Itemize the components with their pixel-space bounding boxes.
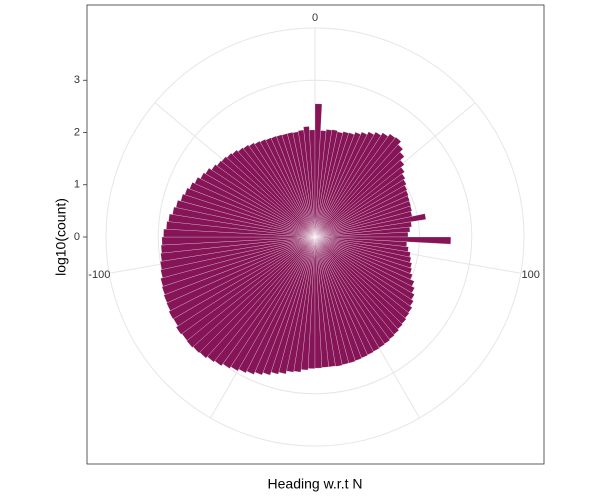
bar — [314, 195, 410, 238]
bar — [314, 159, 405, 238]
bar — [194, 176, 316, 238]
bar — [243, 144, 316, 238]
x-tick-label: 100 — [521, 269, 539, 281]
bar — [314, 173, 406, 238]
bar — [221, 156, 316, 238]
bar — [160, 236, 316, 254]
bar — [314, 136, 402, 238]
bar — [161, 236, 316, 246]
bar — [254, 140, 316, 238]
y-tick-label: 1 — [74, 179, 80, 191]
bar — [248, 142, 316, 238]
bar — [314, 226, 411, 238]
bar — [160, 236, 316, 279]
bar — [314, 200, 412, 238]
bar — [186, 236, 316, 348]
bar — [237, 147, 316, 238]
bar — [314, 205, 413, 238]
x-axis-title: Heading w.r.t N — [268, 476, 363, 492]
bar — [205, 167, 316, 238]
bar — [189, 182, 316, 238]
x-tick-label: 0 — [312, 12, 318, 24]
bar — [166, 236, 316, 312]
bar — [314, 167, 405, 238]
bar — [314, 151, 405, 238]
bar — [314, 190, 409, 238]
bar — [159, 236, 316, 270]
bar — [216, 160, 316, 238]
bar — [265, 137, 316, 238]
bar — [161, 236, 316, 295]
bar — [200, 172, 316, 238]
bar — [259, 138, 316, 238]
bar — [270, 135, 316, 238]
bar — [276, 134, 316, 238]
y-tick-label: 3 — [74, 74, 80, 86]
bar — [314, 236, 323, 369]
x-tick-label: -100 — [88, 269, 110, 281]
y-axis-title: log10(count) — [53, 198, 69, 276]
bar — [314, 184, 408, 238]
bar — [163, 236, 316, 304]
bar — [175, 236, 316, 335]
bar — [287, 131, 316, 238]
y-tick-label: 2 — [74, 126, 80, 138]
bar — [314, 179, 407, 238]
bar — [303, 126, 316, 238]
bar — [168, 236, 316, 320]
y-tick-label: 0 — [74, 231, 80, 243]
bar — [314, 221, 412, 238]
bar — [160, 236, 316, 262]
bar — [314, 144, 404, 238]
bar — [160, 236, 316, 287]
bar — [231, 149, 316, 238]
bar — [184, 187, 316, 238]
bar — [226, 152, 316, 238]
bar — [314, 236, 343, 367]
bar — [211, 164, 316, 238]
bar — [314, 213, 427, 238]
